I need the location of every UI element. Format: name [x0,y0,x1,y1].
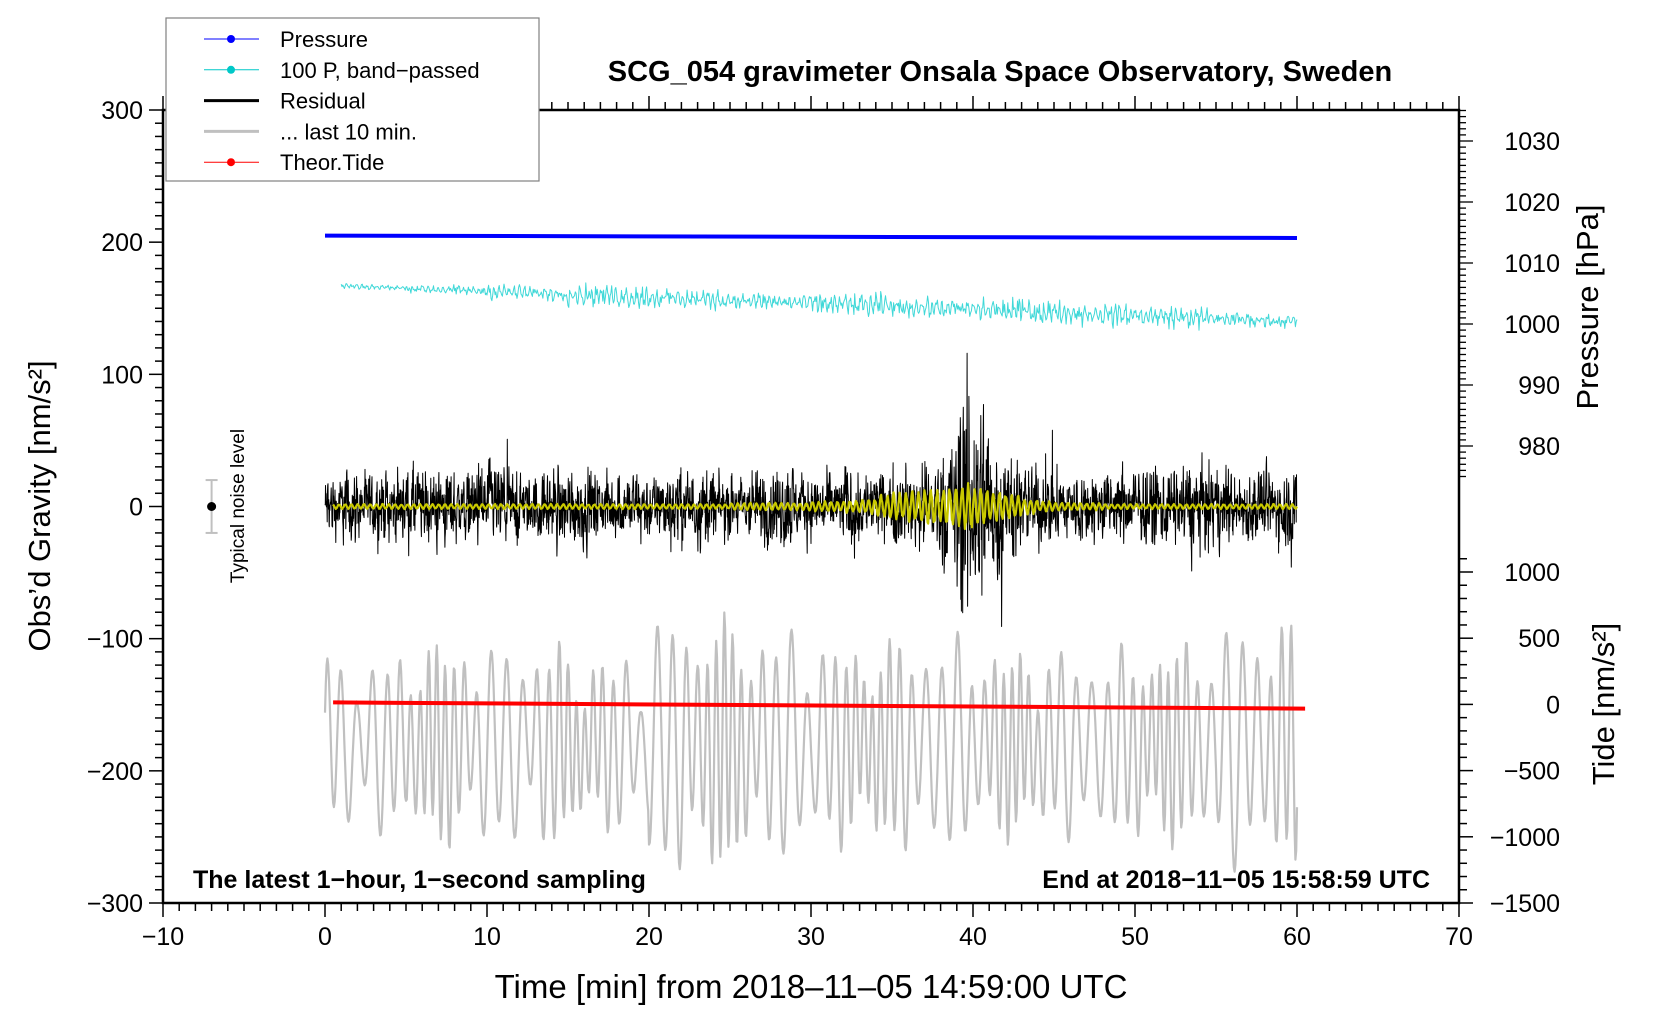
tide-tick-label: 1000 [1504,559,1560,587]
series-last-10-min [323,611,1299,873]
x-tick-label: 40 [959,923,987,951]
y-tick-label: 200 [101,229,143,257]
legend-label: 100 P, band−passed [280,58,480,83]
x-tick-label: 70 [1445,923,1473,951]
legend-swatch-marker [227,65,235,74]
pressure-tick-label: 1030 [1504,128,1560,156]
tide-tick-label: 500 [1518,625,1560,653]
legend-label: Pressure [280,27,368,52]
series-residual [324,352,1298,627]
tide-tick-label: −1500 [1490,890,1560,918]
x-tick-label: 50 [1121,923,1149,951]
legend-swatch-marker [227,158,235,167]
legend-swatch-marker [227,35,235,43]
x-tick-label: 20 [635,923,663,951]
y-tick-label: 0 [129,494,143,522]
y-tick-label: −100 [87,626,143,654]
plot-marks [205,233,1306,873]
x-tick-label: 0 [318,923,332,951]
noise-center-dot [207,502,217,511]
x-axis-label: Time [min] from 2018‒11‒05 14:59:00 UTC [495,968,1128,1005]
legend-label: ... last 10 min. [280,119,417,144]
tide-tick-label: −500 [1504,758,1560,786]
pressure-tick-label: 1000 [1504,311,1560,339]
pressure-tick-label: 990 [1518,372,1560,400]
axes: −10 0 10 20 30 40 50 60 703002001000−100−200−300… [87,96,1560,951]
x-tick-label: −10 [142,923,184,951]
y-tick-label: 100 [101,361,143,389]
pressure-tick-label: 1020 [1504,189,1560,217]
x-tick-label: 60 [1283,923,1311,951]
chart-title: SCG_054 gravimeter Onsala Space Observat… [608,56,1392,88]
annotation-sampling: The latest 1−hour, 1−second sampling [193,866,646,894]
tide-tick-label: −1000 [1490,824,1560,852]
y-tick-label: 300 [101,97,143,125]
tide-tick-label: 0 [1546,691,1560,719]
pressure-tick-label: 980 [1518,433,1560,461]
pressure-axis-label: Pressure [hPa] [1570,204,1605,409]
legend-label: Theor.Tide [280,150,384,175]
legend: Pressure 100 P, band−passed Residual ... la… [165,17,540,182]
y-tick-label: −200 [87,758,143,786]
y-tick-label: −300 [87,890,143,918]
series-pressure [324,233,1298,240]
pressure-tick-label: 1010 [1504,250,1560,278]
x-tick-label: 30 [797,923,825,951]
y-axis-label: Obs’d Gravity [nm/s²] [22,360,57,651]
noise-level-label: Typical noise level [228,429,249,583]
series-band-passed-pressure [340,282,1298,331]
series-theoretical-tide [333,700,1306,711]
x-tick-label: 10 [473,923,501,951]
series-residual-filtered [332,482,1299,531]
annotation-end-time: End at 2018−11−05 15:58:59 UTC [1042,866,1430,894]
legend-label: Residual [280,89,366,114]
tide-axis-label: Tide [nm/s²] [1586,623,1621,786]
